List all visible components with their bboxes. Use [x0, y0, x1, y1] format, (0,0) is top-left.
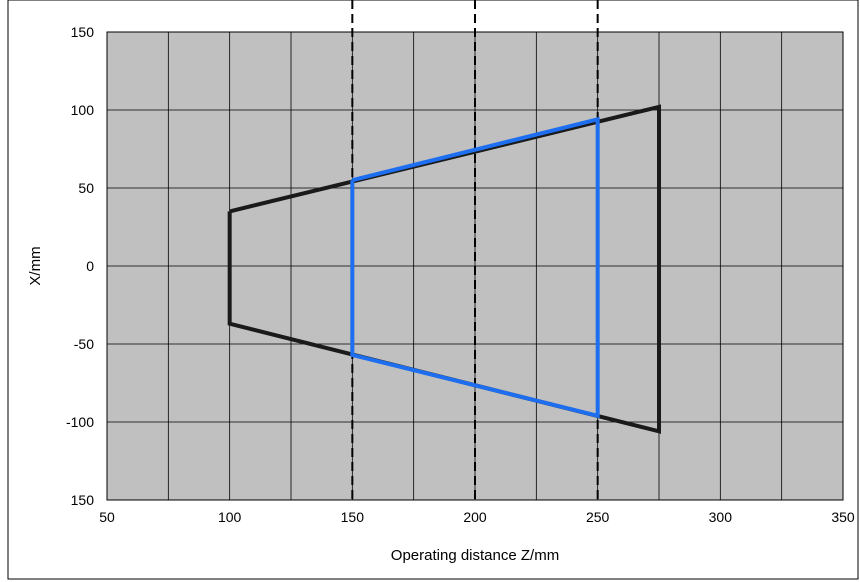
x-tick-label: 300: [709, 509, 733, 525]
x-tick-label: 150: [341, 509, 365, 525]
x-tick-label: 100: [218, 509, 242, 525]
x-tick-label: 50: [99, 509, 115, 525]
series-line-2: [350, 116, 600, 419]
y-axis-label: X/mm: [27, 246, 44, 285]
x-tick-label: 250: [586, 509, 610, 525]
x-axis-label: Operating distance Z/mm: [391, 547, 559, 564]
x-tick-labels: 50 100 150 200 250 300 350: [99, 509, 855, 525]
y-tick-label: 0: [86, 258, 94, 274]
series-line-1: [227, 104, 661, 434]
x-tick-label: 350: [831, 509, 855, 525]
y-tick-label: 150: [71, 492, 95, 508]
y-tick-label: -100: [66, 414, 94, 430]
y-tick-labels: 150 100 50 0 -50 -100 150: [66, 24, 94, 508]
y-tick-label: 50: [78, 180, 94, 196]
y-tick-label: -50: [74, 336, 94, 352]
y-tick-label: 100: [71, 102, 95, 118]
series-group: [227, 104, 661, 434]
y-tick-label: 150: [71, 24, 95, 40]
x-tick-label: 200: [463, 509, 487, 525]
